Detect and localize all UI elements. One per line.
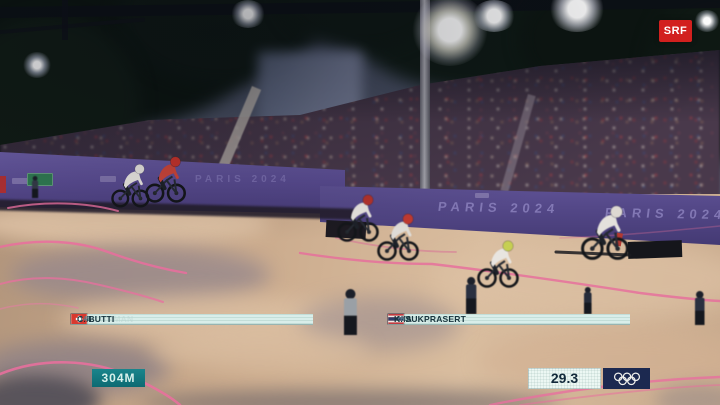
distance-marker: 304M: [92, 369, 145, 387]
rider-name: C. BUTTI: [77, 314, 115, 324]
stadium-light-icon: [22, 52, 52, 78]
trackside-marker: [0, 176, 6, 193]
track-line: [0, 302, 79, 310]
stadium-light-icon: [230, 0, 266, 28]
track-marshal: [695, 291, 705, 325]
wall-branding-text: PARIS 2024: [195, 174, 290, 185]
truss-post: [62, 0, 68, 40]
track-line: [488, 375, 720, 405]
track-line: [0, 240, 188, 275]
track-line: [559, 225, 720, 239]
wall-logo-mark: [475, 193, 489, 198]
wall-logo-mark: [12, 178, 32, 184]
track-marshal: [32, 176, 39, 198]
olympic-rings-icon: [613, 371, 640, 385]
track-marshal: [344, 289, 357, 335]
track-ledge: [627, 240, 683, 259]
track-marshal: [466, 277, 477, 314]
stadium-light-icon: [694, 10, 720, 32]
race-timer: 29.3: [528, 368, 601, 389]
stadium-pole: [420, 0, 430, 198]
track-line: [519, 384, 720, 405]
track-marshal: [584, 287, 592, 314]
bmx-rider: [477, 240, 519, 288]
track-line: [0, 277, 164, 303]
bmx-rider: [377, 213, 419, 261]
track-line: [7, 202, 119, 212]
bmx-rider: [145, 156, 186, 203]
olympic-rings-badge: [603, 368, 650, 389]
rider-name: K. SUKPRASERT: [394, 314, 467, 324]
srf-logo: SRF: [659, 20, 692, 42]
track-highlight: [150, 330, 370, 370]
bib-number: 149: [79, 315, 91, 323]
wall-logo-mark: [100, 176, 116, 182]
bmx-rider: [111, 163, 150, 208]
rider-bar: THA260K. SUKPRASERT: [388, 314, 630, 325]
rider-bar: SUI149C. BUTTI: [71, 314, 313, 325]
flag-tha-icon: [388, 314, 404, 324]
track-line: [0, 361, 182, 405]
stadium-light-icon: [472, 0, 516, 32]
track-line: [554, 250, 632, 257]
bib-number: 260: [396, 315, 408, 323]
track-shadow: [140, 390, 560, 405]
flag-sui-icon: [71, 314, 87, 324]
bmx-rider: [581, 205, 629, 260]
bmx-rider: [337, 194, 379, 242]
track-shadow: [655, 384, 720, 405]
